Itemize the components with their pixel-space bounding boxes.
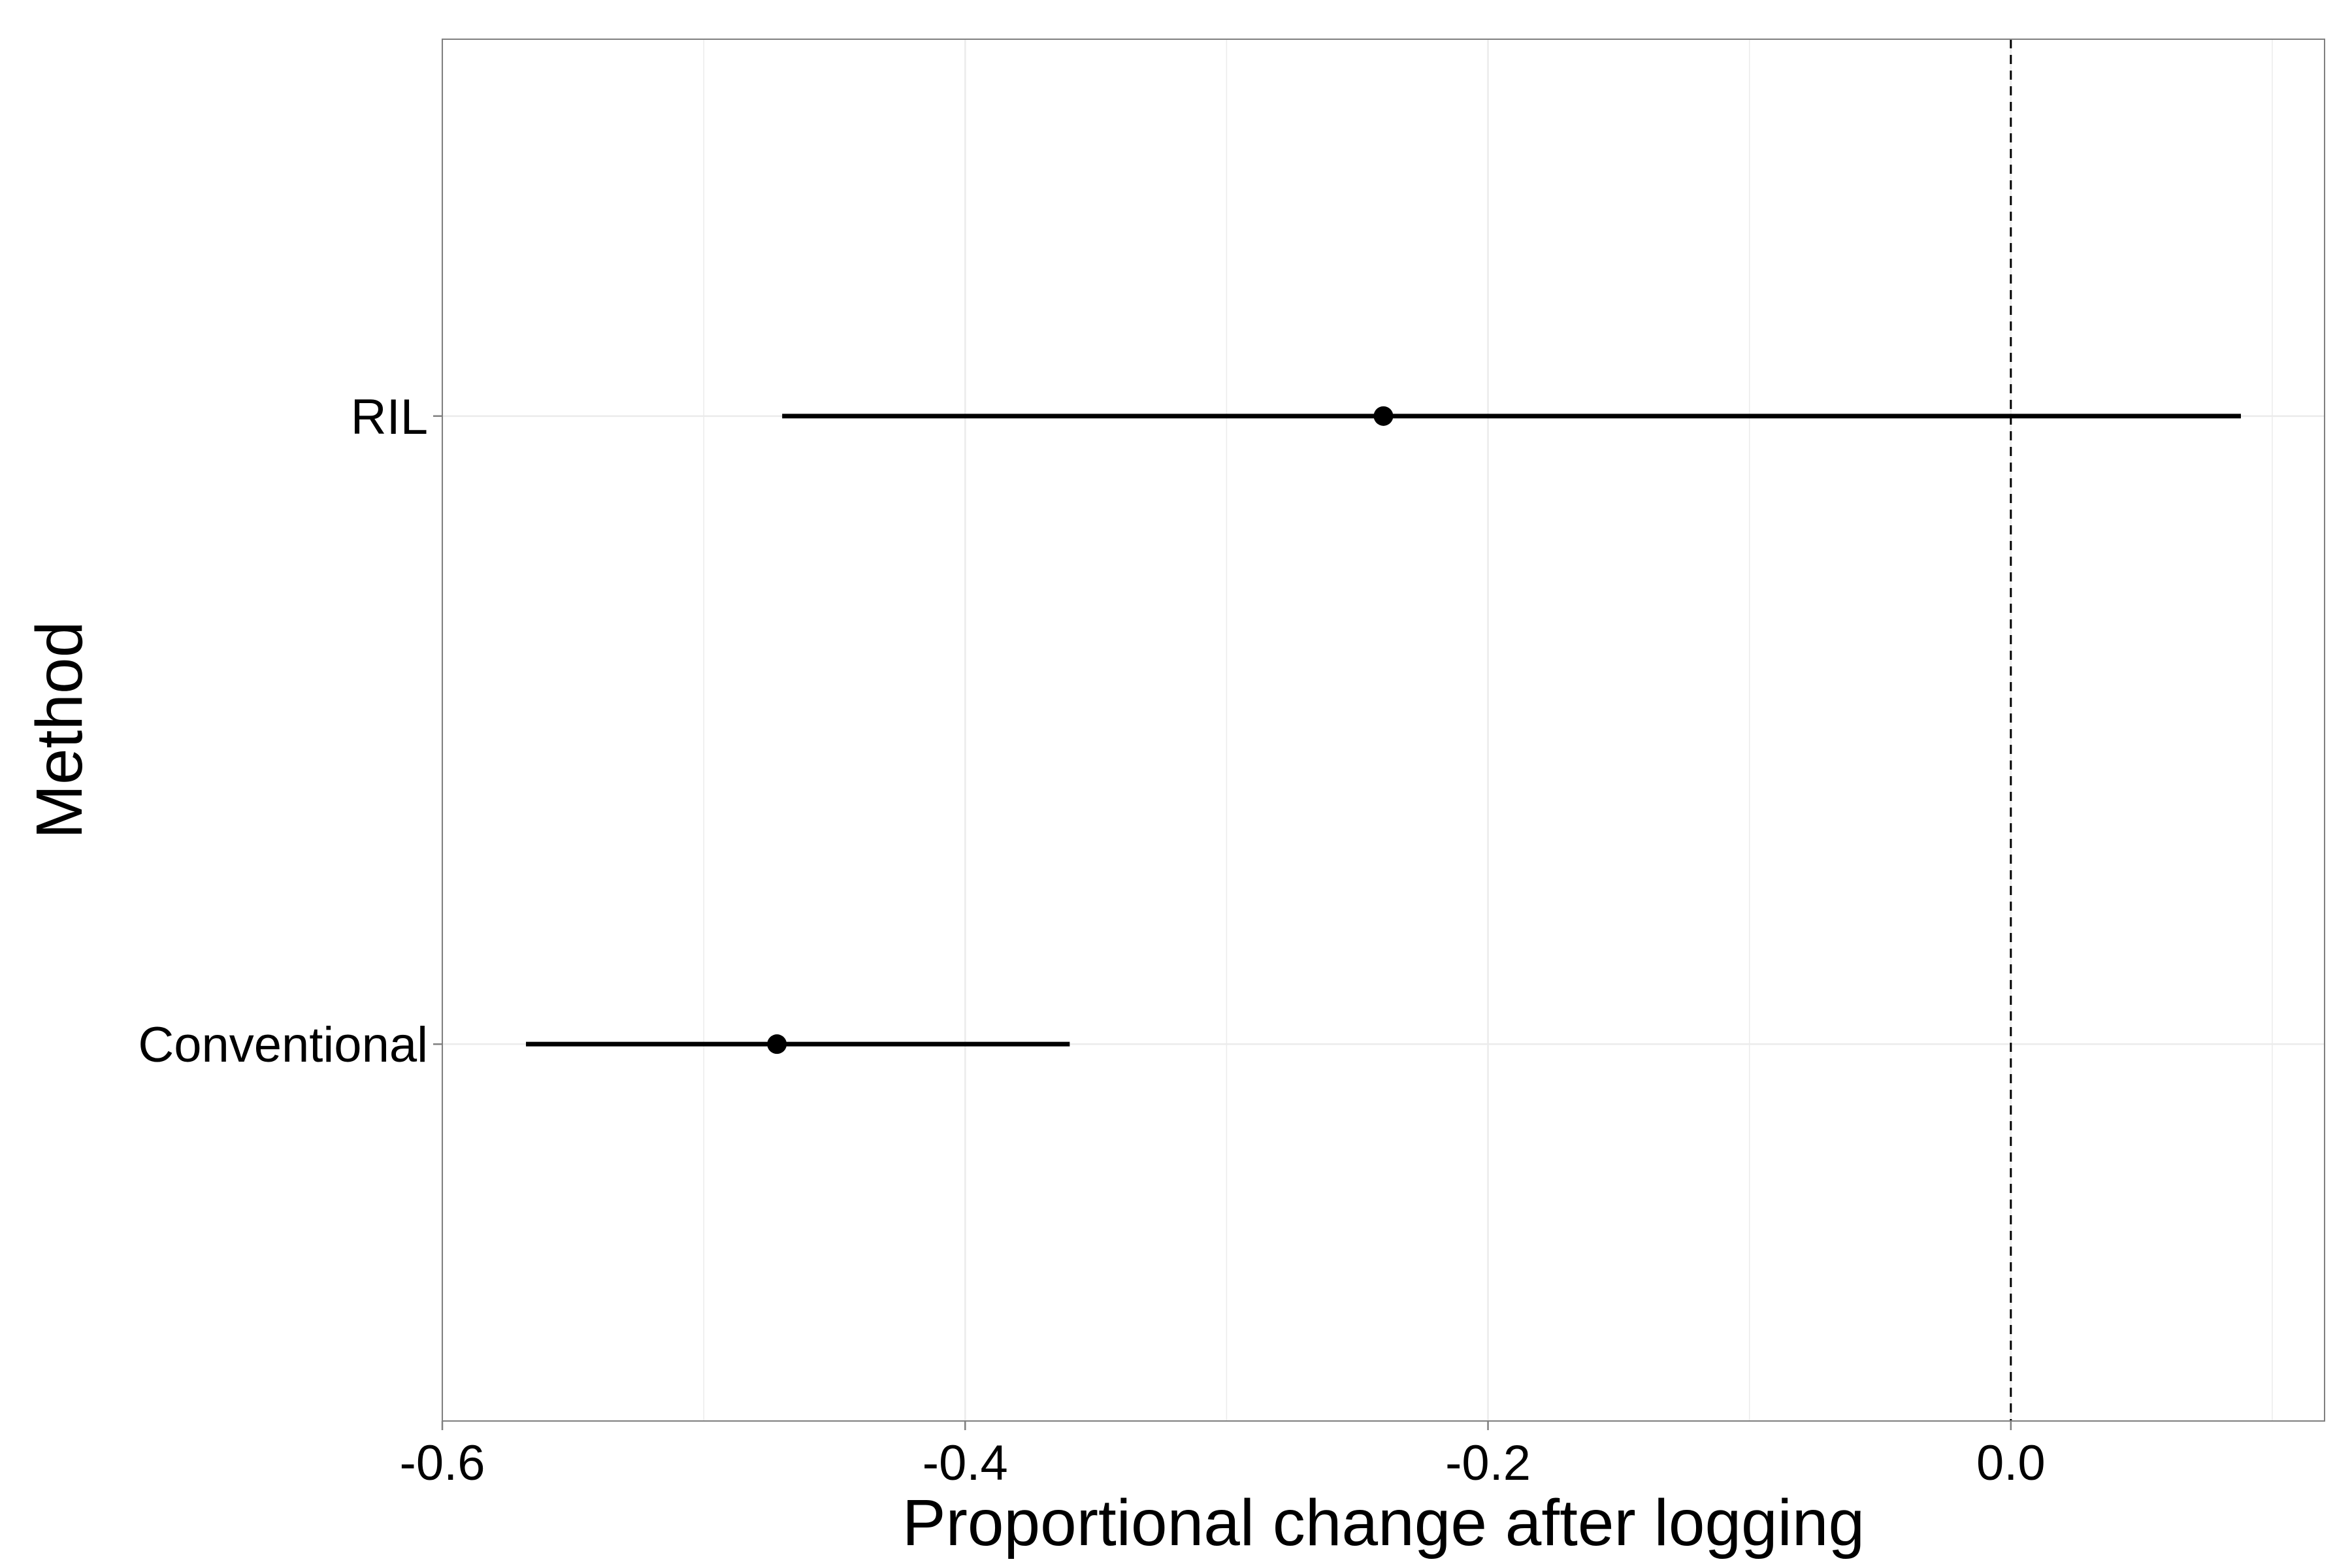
- x-axis-label: Proportional change after logging: [902, 1486, 1865, 1560]
- y-tick-label: RIL: [351, 389, 428, 445]
- x-tick-label: -0.4: [923, 1435, 1008, 1491]
- panel-border: [442, 39, 2325, 1422]
- point-conventional: [767, 1034, 787, 1054]
- y-tick-label: Conventional: [138, 1017, 428, 1073]
- y-axis-label: Method: [23, 621, 96, 840]
- data-layer: [526, 406, 2241, 1054]
- x-tick-label: -0.6: [400, 1435, 485, 1491]
- axis-layer: -0.6 -0.4 -0.2 0.0 Conventional RIL: [138, 389, 2045, 1491]
- x-tick-label: 0.0: [1976, 1435, 2046, 1491]
- point-ril: [1373, 406, 1394, 426]
- x-tick-label: -0.2: [1445, 1435, 1531, 1491]
